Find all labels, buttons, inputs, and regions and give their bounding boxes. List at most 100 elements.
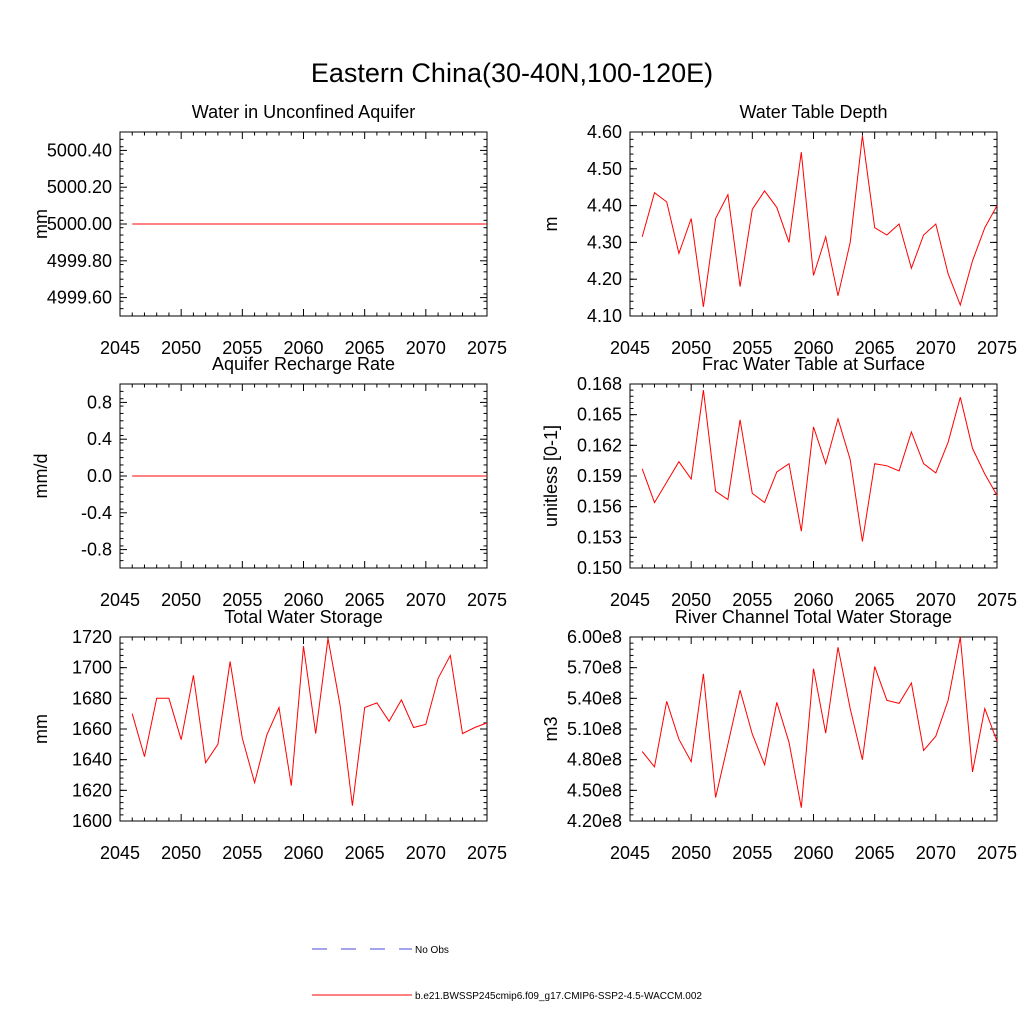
x-tick-label: 2045 <box>610 843 650 863</box>
x-tick-label: 2065 <box>345 843 385 863</box>
x-tick-label: 2065 <box>855 338 895 358</box>
x-tick-label: 2060 <box>793 843 833 863</box>
x-tick-label: 2055 <box>732 590 772 610</box>
y-tick-label: 4.50 <box>587 159 622 179</box>
x-tick-label: 2070 <box>406 590 446 610</box>
x-tick-label: 2050 <box>161 338 201 358</box>
y-tick-label: 6.00e8 <box>567 627 622 647</box>
panel-title: Water in Unconfined Aquifer <box>192 102 415 122</box>
x-tick-label: 2065 <box>345 338 385 358</box>
y-tick-label: -0.4 <box>81 503 112 523</box>
y-tick-label: 0.156 <box>577 497 622 517</box>
y-axis-label: unitless [0-1] <box>541 425 561 527</box>
y-tick-label: 0.165 <box>577 405 622 425</box>
y-tick-label: 4999.80 <box>47 251 112 271</box>
panel-3: Aquifer Recharge Rate mm/d 2045 2050 2055 206… <box>31 354 507 610</box>
y-axis-label: mm <box>31 209 51 239</box>
series-line <box>131 638 488 806</box>
x-tick-label: 2045 <box>610 338 650 358</box>
y-tick-label: 0.162 <box>577 435 622 455</box>
y-axis-label: m3 <box>541 716 561 741</box>
x-tick-label: 2075 <box>977 590 1017 610</box>
x-tick-label: 2075 <box>467 843 507 863</box>
y-tick-label: 5.40e8 <box>567 688 622 708</box>
x-tick-label: 2045 <box>100 843 140 863</box>
y-tick-label: 0.4 <box>87 429 112 449</box>
panel-2: Water Table Depth m 2045 2050 2055 2060 2065 20… <box>541 102 1017 358</box>
panel-4: Frac Water Table at Surface unitless [0-1… <box>541 354 1017 610</box>
y-tick-label: 1600 <box>72 811 112 831</box>
panel-title: River Channel Total Water Storage <box>675 607 952 627</box>
series-line <box>641 636 998 808</box>
y-tick-label: 5000.00 <box>47 214 112 234</box>
x-tick-label: 2065 <box>855 843 895 863</box>
x-tick-label: 2065 <box>345 590 385 610</box>
series-line <box>641 390 998 542</box>
legend-obs-label: No Obs <box>415 945 449 956</box>
legend-model-label: b.e21.BWSSP245cmip6.f09_g17.CMIP6-SSP2-4… <box>415 991 702 1002</box>
y-tick-label: 4.60 <box>587 122 622 142</box>
y-tick-label: 0.0 <box>87 466 112 486</box>
plot-frame <box>119 636 488 822</box>
panel-title: Aquifer Recharge Rate <box>212 354 395 374</box>
y-tick-label: 4.40 <box>587 196 622 216</box>
x-tick-label: 2070 <box>916 338 956 358</box>
y-axis-label: mm <box>31 714 51 744</box>
panels: Water in Unconfined Aquifer mm 2045 2050 205… <box>31 102 1017 863</box>
x-tick-label: 2055 <box>222 338 262 358</box>
x-tick-label: 2055 <box>732 843 772 863</box>
x-tick-label: 2075 <box>467 338 507 358</box>
y-tick-label: 4.80e8 <box>567 750 622 770</box>
y-tick-label: 5000.20 <box>47 177 112 197</box>
x-tick-label: 2055 <box>222 590 262 610</box>
x-tick-label: 2060 <box>793 590 833 610</box>
x-tick-label: 2060 <box>283 590 323 610</box>
x-tick-label: 2075 <box>977 843 1017 863</box>
x-tick-label: 2070 <box>406 843 446 863</box>
y-tick-label: 0.168 <box>577 374 622 394</box>
x-tick-label: 2050 <box>161 843 201 863</box>
y-tick-label: 5.70e8 <box>567 658 622 678</box>
x-tick-label: 2060 <box>283 843 323 863</box>
legend: No Obs b.e21.BWSSP245cmip6.f09_g17.CMIP6… <box>312 945 702 1002</box>
x-tick-label: 2050 <box>671 338 711 358</box>
x-tick-label: 2050 <box>161 590 201 610</box>
panel-title: Water Table Depth <box>739 102 887 122</box>
y-tick-label: 5.10e8 <box>567 719 622 739</box>
x-tick-label: 2060 <box>793 338 833 358</box>
y-axis-label: mm/d <box>31 454 51 499</box>
y-tick-label: 4.50e8 <box>567 780 622 800</box>
y-axis-label: m <box>541 217 561 232</box>
y-tick-label: 4.20 <box>587 269 622 289</box>
x-tick-label: 2075 <box>977 338 1017 358</box>
plot-frame <box>629 131 998 317</box>
x-tick-label: 2065 <box>855 590 895 610</box>
x-tick-label: 2055 <box>222 843 262 863</box>
x-tick-label: 2045 <box>610 590 650 610</box>
x-tick-label: 2050 <box>671 590 711 610</box>
x-tick-label: 2050 <box>671 843 711 863</box>
x-tick-label: 2075 <box>467 590 507 610</box>
y-tick-label: 1680 <box>72 688 112 708</box>
panel-title: Total Water Storage <box>224 607 382 627</box>
x-tick-label: 2060 <box>283 338 323 358</box>
panel-6: River Channel Total Water Storage m3 2045 2… <box>541 607 1017 863</box>
x-tick-label: 2055 <box>732 338 772 358</box>
y-tick-label: 1720 <box>72 627 112 647</box>
x-tick-label: 2045 <box>100 590 140 610</box>
y-tick-label: 0.153 <box>577 527 622 547</box>
panel-5: Total Water Storage mm 2045 2050 2055 2060 206… <box>31 607 507 863</box>
y-tick-label: 1620 <box>72 780 112 800</box>
series-line <box>641 135 998 307</box>
x-tick-label: 2070 <box>916 843 956 863</box>
y-tick-label: 1700 <box>72 658 112 678</box>
y-tick-label: 4.20e8 <box>567 811 622 831</box>
y-tick-label: 1640 <box>72 750 112 770</box>
y-tick-label: -0.8 <box>81 540 112 560</box>
x-tick-label: 2070 <box>406 338 446 358</box>
panel-1: Water in Unconfined Aquifer mm 2045 2050 205… <box>31 102 507 358</box>
y-tick-label: 4.10 <box>587 306 622 326</box>
y-tick-label: 4.30 <box>587 232 622 252</box>
x-tick-label: 2045 <box>100 338 140 358</box>
panel-title: Frac Water Table at Surface <box>702 354 925 374</box>
